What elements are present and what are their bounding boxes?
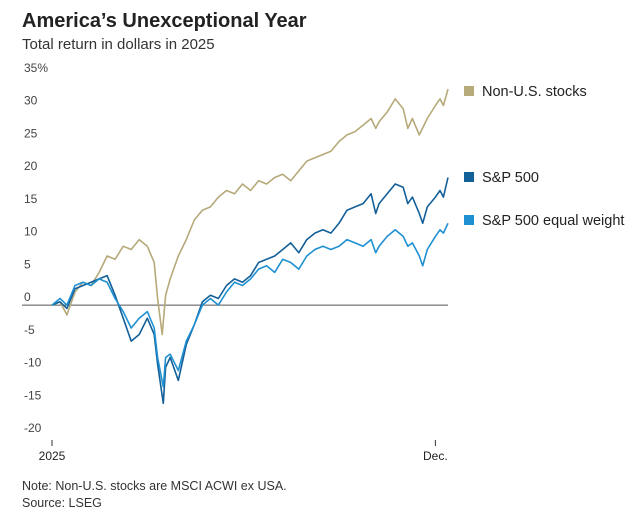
y-tick-label: 30 xyxy=(24,94,38,108)
y-tick-label: 0 xyxy=(24,290,31,304)
legend-swatch xyxy=(464,172,474,182)
chart-footnotes: Note: Non-U.S. stocks are MSCI ACWI ex U… xyxy=(22,478,287,512)
x-tick-label: 2025 xyxy=(39,449,66,463)
y-tick-label: 15 xyxy=(24,192,38,206)
y-tick-label: 25 xyxy=(24,126,38,140)
y-tick-label: 20 xyxy=(24,159,38,173)
x-axis-ticks: 2025 Dec. xyxy=(39,440,448,463)
y-tick-label: 10 xyxy=(24,225,38,239)
legend-label: S&P 500 xyxy=(482,170,539,186)
series-line xyxy=(51,177,449,405)
x-tick-label: Dec. xyxy=(423,449,448,463)
legend-swatch xyxy=(464,215,474,225)
legend-swatch xyxy=(464,86,474,96)
y-tick-label: -20 xyxy=(24,421,42,435)
chart-note: Note: Non-U.S. stocks are MSCI ACWI ex U… xyxy=(22,479,287,493)
y-axis-ticks: 35% 30 25 20 15 10 5 0 -5 -10 -15 -20 xyxy=(24,61,48,435)
series-line xyxy=(51,222,449,388)
chart-source: Source: LSEG xyxy=(22,496,102,510)
series-lines xyxy=(51,88,449,405)
series-line xyxy=(51,88,449,336)
chart-subtitle: Total return in dollars in 2025 xyxy=(22,36,215,53)
legend-label: S&P 500 equal weight xyxy=(482,213,624,229)
legend: Non-U.S. stocks S&P 500 S&P 500 equal weig… xyxy=(464,84,624,229)
y-tick-label: 35% xyxy=(24,61,48,75)
y-tick-label: -10 xyxy=(24,356,42,370)
y-tick-label: -5 xyxy=(24,323,35,337)
y-tick-label: -15 xyxy=(24,388,42,402)
chart-title: America’s Unexceptional Year xyxy=(22,10,307,32)
y-tick-label: 5 xyxy=(24,257,31,271)
legend-label: Non-U.S. stocks xyxy=(482,84,587,100)
line-chart: 35% 30 25 20 15 10 5 0 -5 -10 -15 -20 2025 Dec. Non-… xyxy=(22,61,624,463)
